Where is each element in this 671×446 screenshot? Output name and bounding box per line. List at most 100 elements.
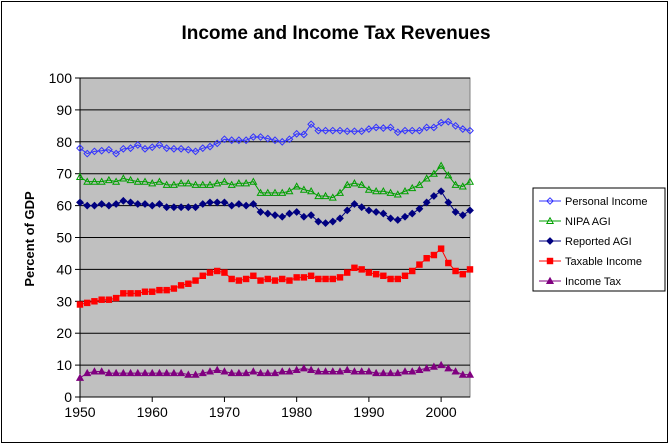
- data-point: [293, 274, 300, 281]
- data-point: [358, 266, 365, 273]
- data-point: [198, 144, 207, 153]
- data-point: [430, 251, 438, 259]
- data-point: [104, 201, 113, 210]
- data-point: [249, 367, 258, 375]
- data-point: [278, 188, 287, 196]
- data-point: [242, 201, 251, 210]
- data-point: [91, 298, 98, 305]
- data-point: [221, 269, 228, 276]
- data-point: [97, 177, 106, 185]
- data-point: [220, 135, 229, 144]
- data-point: [321, 219, 330, 228]
- data-point: [444, 117, 453, 126]
- data-point: [263, 188, 272, 196]
- series-line-personal-income: [79, 121, 471, 155]
- data-point: [465, 177, 475, 185]
- data-point: [104, 145, 113, 154]
- data-point: [126, 175, 135, 184]
- series-income-tax: [75, 360, 475, 381]
- data-point: [155, 368, 164, 377]
- data-point: [75, 373, 85, 381]
- data-point: [90, 201, 99, 210]
- data-point: [292, 365, 301, 373]
- data-point: [292, 129, 301, 138]
- data-point: [299, 185, 308, 193]
- data-point: [205, 180, 215, 188]
- data-point: [140, 368, 150, 377]
- data-point: [350, 179, 359, 187]
- legend-marker: [545, 276, 555, 285]
- data-point: [400, 367, 410, 375]
- x-tick-label: 1970: [209, 404, 240, 420]
- legend-label: Reported AGI: [565, 236, 632, 248]
- data-point: [423, 255, 430, 262]
- data-point: [104, 175, 113, 184]
- data-point: [328, 193, 337, 201]
- data-point: [364, 206, 373, 215]
- data-point: [227, 368, 236, 377]
- data-point: [335, 367, 345, 375]
- data-point: [393, 128, 402, 137]
- data-point: [422, 123, 431, 132]
- data-point: [321, 126, 330, 135]
- data-point: [198, 180, 207, 188]
- data-point: [351, 264, 358, 272]
- data-point: [257, 277, 264, 284]
- data-point: [386, 368, 395, 377]
- data-point: [357, 127, 366, 136]
- data-point: [83, 201, 92, 210]
- data-point: [83, 177, 92, 185]
- data-point: [90, 177, 99, 185]
- data-point: [336, 274, 344, 281]
- data-point: [415, 126, 424, 135]
- data-point: [76, 144, 84, 153]
- data-point: [249, 200, 258, 208]
- data-point: [126, 198, 135, 207]
- data-point: [415, 204, 424, 213]
- data-point: [97, 146, 106, 155]
- data-point: [97, 200, 106, 208]
- legend-label: Personal Income: [565, 196, 648, 208]
- data-point: [234, 200, 243, 208]
- data-point: [256, 368, 265, 377]
- data-point: [155, 141, 164, 149]
- legend-item-personal-income: Personal Income: [539, 196, 648, 208]
- data-point: [177, 203, 186, 212]
- y-tick-label: 50: [56, 230, 72, 246]
- legend-item-income-tax: Income Tax: [539, 276, 622, 288]
- x-tick-label: 1960: [137, 404, 168, 420]
- data-point: [213, 198, 222, 207]
- data-point: [307, 120, 316, 129]
- data-point: [119, 368, 128, 377]
- data-point: [314, 191, 323, 200]
- data-point: [133, 141, 142, 149]
- data-point: [379, 209, 388, 218]
- data-point: [126, 144, 135, 153]
- data-point: [198, 368, 207, 377]
- data-point: [184, 179, 193, 187]
- data-point: [185, 280, 192, 287]
- data-point: [357, 203, 366, 212]
- plot-area: 0 10 20 30 40 50 60 70 80 90 100 1950 1960 1970 1980 19…: [49, 70, 475, 420]
- data-point: [321, 191, 330, 200]
- data-point: [321, 367, 330, 375]
- data-point: [213, 139, 222, 148]
- data-point: [148, 368, 157, 377]
- series-reported-agi: [76, 187, 474, 228]
- data-point: [279, 275, 286, 283]
- data-point: [206, 142, 214, 151]
- data-point: [97, 367, 106, 375]
- data-point: [343, 206, 352, 215]
- data-point: [466, 266, 474, 273]
- data-point: [242, 275, 250, 283]
- data-point: [249, 133, 258, 141]
- data-point: [119, 144, 128, 153]
- data-point: [458, 211, 467, 220]
- data-point: [76, 301, 84, 308]
- y-tick-label: 100: [49, 70, 73, 86]
- x-tick-label: 1950: [64, 404, 95, 420]
- data-point: [344, 269, 351, 276]
- data-point: [184, 370, 193, 378]
- data-point: [227, 180, 236, 188]
